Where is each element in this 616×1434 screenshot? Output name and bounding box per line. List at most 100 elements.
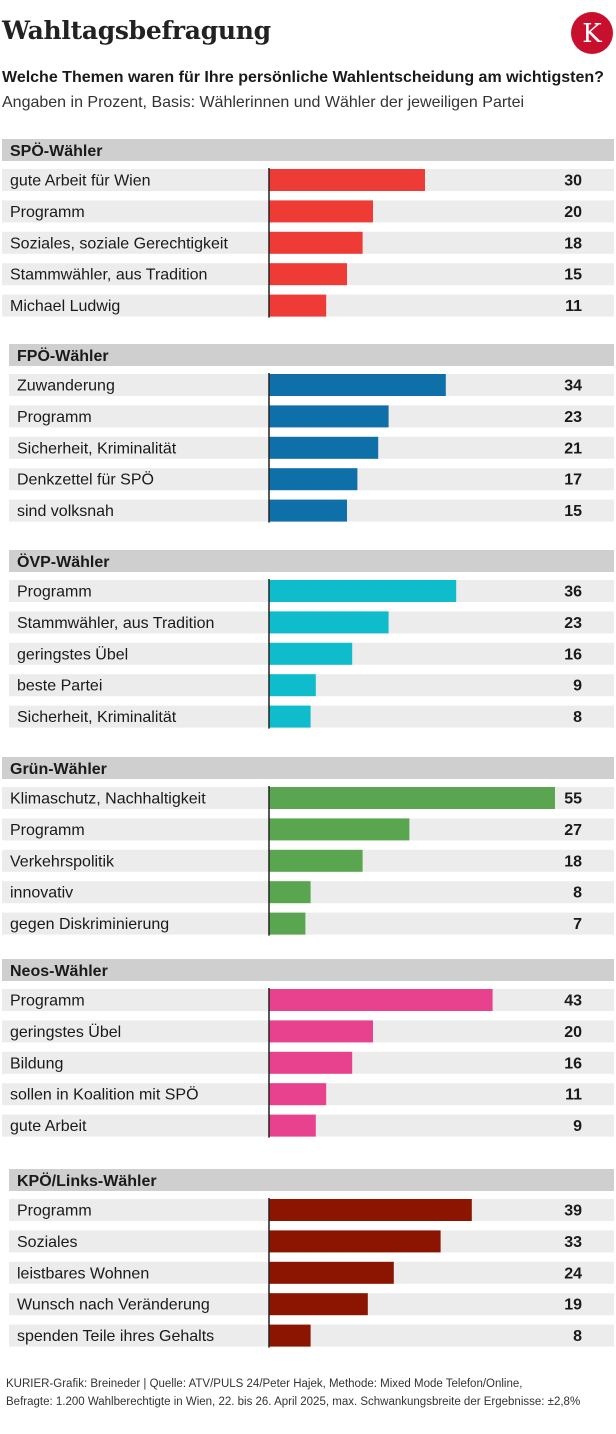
value-label: 11	[565, 1087, 582, 1104]
bar	[269, 263, 347, 286]
value-label: 33	[564, 1234, 582, 1251]
category-label: Programm	[10, 822, 85, 839]
bar	[269, 881, 311, 904]
value-label: 17	[564, 472, 582, 489]
category-label: geringstes Übel	[10, 1023, 121, 1041]
category-label: Bildung	[10, 1055, 63, 1072]
bar	[269, 294, 327, 317]
footer-source: KURIER-Grafik: Breineder | Quelle: ATV/P…	[6, 1375, 614, 1411]
value-label: 7	[573, 916, 582, 933]
category-label: Soziales	[17, 1234, 77, 1251]
category-label: gute Arbeit	[10, 1118, 87, 1135]
category-label: spenden Teile ihres Gehalts	[17, 1328, 214, 1345]
footer-line-2: Befragte: 1.200 Wahlberechtigte in Wien,…	[6, 1396, 581, 1408]
value-label: 55	[564, 791, 582, 808]
bar	[269, 642, 353, 665]
logo-letter: K	[582, 19, 602, 49]
value-label: 30	[564, 173, 582, 190]
value-label: 23	[564, 615, 582, 632]
category-label: Klimaschutz, Nachhaltigkeit	[10, 791, 206, 808]
value-label: 43	[564, 993, 582, 1010]
bar	[269, 1051, 353, 1074]
group-header-bg	[2, 139, 614, 161]
category-label: Programm	[10, 204, 85, 221]
bar	[269, 405, 389, 428]
category-label: beste Partei	[17, 678, 102, 695]
value-label: 39	[564, 1203, 582, 1220]
category-label: gute Arbeit für Wien	[10, 173, 151, 190]
value-label: 34	[564, 378, 582, 395]
bar	[269, 436, 379, 459]
bar	[269, 912, 306, 935]
value-label: 23	[564, 409, 582, 426]
category-label: sind volksnah	[17, 503, 114, 520]
group-header-bg	[9, 550, 614, 572]
bar	[269, 989, 493, 1011]
group-header-bg	[2, 757, 614, 779]
category-label: Sicherheit, Kriminalität	[17, 709, 177, 726]
chart-subtitle: Welche Themen waren für Ihre persönliche…	[2, 69, 604, 86]
category-label: sollen in Koalition mit SPÖ	[10, 1086, 199, 1104]
bar	[269, 674, 316, 697]
value-label: 11	[565, 298, 582, 315]
bar	[269, 1230, 441, 1253]
group-header-label: SPÖ-Wähler	[10, 141, 102, 160]
group-header-label: FPÖ-Wähler	[17, 346, 109, 365]
value-label: 19	[564, 1297, 582, 1314]
value-label: 8	[573, 1328, 582, 1345]
bar	[269, 787, 555, 809]
category-label: Soziales, soziale Gerechtigkeit	[10, 235, 228, 252]
value-label: 20	[564, 204, 582, 221]
value-label: 8	[573, 709, 582, 726]
category-label: Stammwähler, aus Tradition	[10, 267, 207, 284]
bar	[269, 818, 410, 841]
category-label: Sicherheit, Kriminalität	[17, 440, 177, 457]
category-label: Denkzettel für SPÖ	[17, 471, 154, 489]
bar	[269, 169, 425, 191]
bar	[269, 705, 311, 728]
category-label: Programm	[10, 993, 85, 1010]
category-label: geringstes Übel	[17, 645, 128, 663]
bar	[269, 1083, 327, 1106]
value-label: 20	[564, 1024, 582, 1041]
value-label: 8	[573, 885, 582, 902]
category-label: Verkehrspolitik	[10, 853, 115, 870]
group-header-label: Grün-Wähler	[10, 761, 107, 778]
value-label: 21	[564, 440, 582, 457]
value-label: 16	[564, 646, 582, 663]
category-label: innovativ	[10, 885, 73, 902]
category-label: Programm	[17, 584, 92, 601]
row-bg	[9, 705, 614, 728]
bar	[269, 1293, 368, 1316]
value-label: 36	[564, 584, 582, 601]
category-label: Wunsch nach Veränderung	[17, 1297, 210, 1314]
value-label: 16	[564, 1055, 582, 1072]
group-header-bg	[9, 344, 614, 366]
group-header-label: Neos-Wähler	[10, 963, 108, 980]
value-label: 18	[564, 235, 582, 252]
value-label: 24	[564, 1265, 582, 1282]
chart-basis-note: Angaben in Prozent, Basis: Wählerinnen u…	[2, 94, 525, 111]
group-header-bg	[2, 959, 614, 981]
bar	[269, 374, 446, 396]
bar	[269, 580, 457, 602]
value-label: 15	[564, 503, 582, 520]
value-label: 15	[564, 267, 582, 284]
bar	[269, 611, 389, 634]
chart-title: Wahltagsbefragung	[2, 16, 271, 45]
category-label: Programm	[17, 409, 92, 426]
bar	[269, 231, 363, 254]
bar	[269, 468, 358, 491]
category-label: leistbares Wohnen	[17, 1265, 149, 1282]
kurier-logo: K	[571, 12, 613, 54]
bar	[269, 1199, 472, 1221]
group-header-label: ÖVP-Wähler	[17, 552, 109, 571]
value-label: 9	[573, 678, 582, 695]
category-label: Michael Ludwig	[10, 298, 120, 315]
bar	[269, 200, 373, 223]
bar	[269, 499, 347, 522]
category-label: Programm	[17, 1203, 92, 1220]
category-label: Zuwanderung	[17, 378, 115, 395]
bar	[269, 1114, 316, 1137]
